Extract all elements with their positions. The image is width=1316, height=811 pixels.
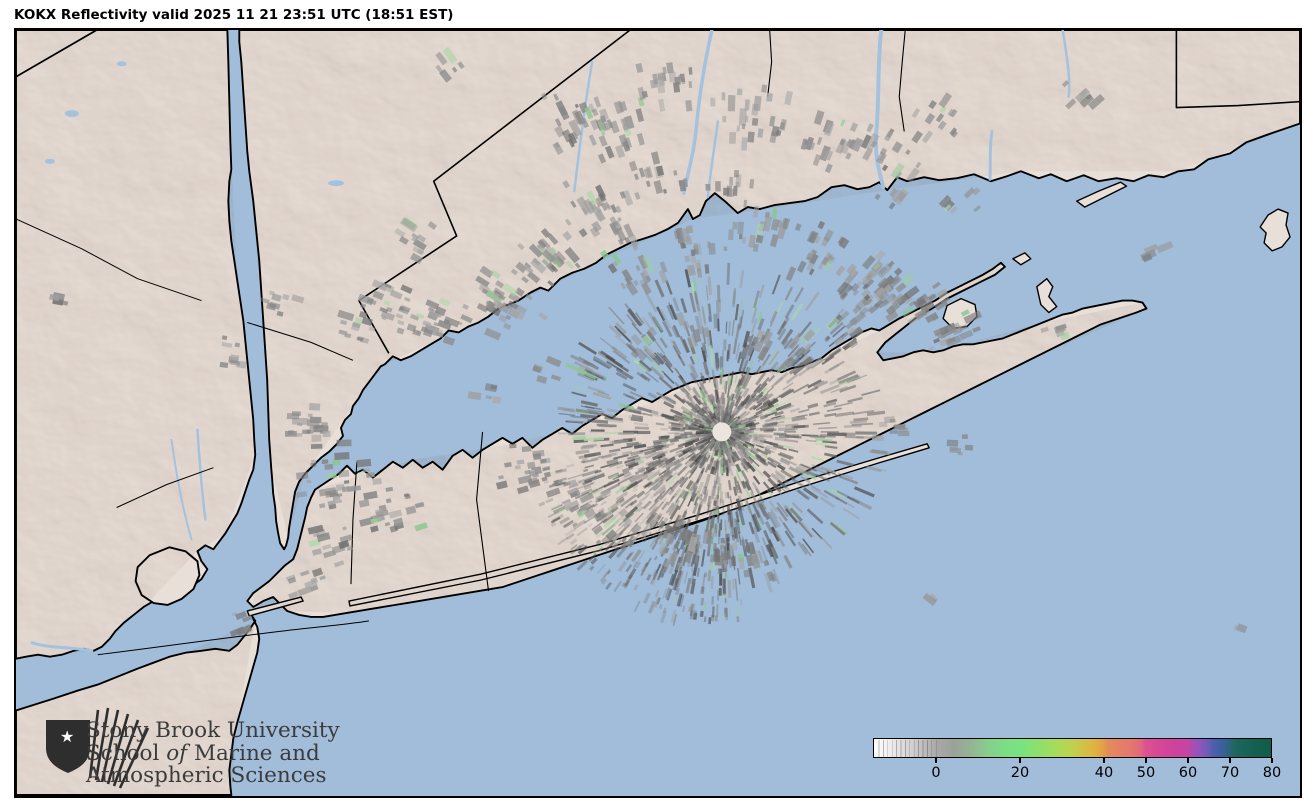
sbu-shield-icon: ★ xyxy=(46,707,150,789)
logo-line-1: Stony Brook University xyxy=(86,718,340,743)
svg-text:★: ★ xyxy=(60,727,74,746)
colorbar-tick-label: 70 xyxy=(1220,765,1240,781)
colorbar-tick-label: 50 xyxy=(1136,765,1156,781)
colorbar-tick xyxy=(1187,758,1189,763)
plum-island xyxy=(1012,252,1032,266)
colorbar-tick xyxy=(935,758,937,763)
colorbar-tick-label: 20 xyxy=(1010,765,1030,781)
sbu-logo: ★ Stony Brook University School of Marin… xyxy=(38,700,340,800)
lakes xyxy=(44,61,344,187)
colorbar-tick-label: 40 xyxy=(1094,765,1114,781)
rivers xyxy=(30,30,1071,653)
fishers-island xyxy=(1075,181,1128,208)
logo-line-2: School of Marine and xyxy=(86,740,320,766)
reflectivity-colorbar: 0 20 40 50 60 70 80 xyxy=(873,738,1281,798)
colorbar-tick xyxy=(1145,758,1147,763)
sbu-logo-text: Stony Brook University School of Marine … xyxy=(86,718,340,788)
block-island xyxy=(1259,208,1291,252)
logo-line-3: Atmospheric Sciences xyxy=(86,763,327,788)
gardiners-island xyxy=(1036,278,1058,314)
radar-map xyxy=(14,28,1302,798)
colorbar-step-lines xyxy=(875,740,937,758)
colorbar-tick xyxy=(1271,758,1273,763)
colorbar-tick-label: 80 xyxy=(1262,765,1282,781)
map-canvas xyxy=(16,30,1300,796)
colorbar-tick-label: 60 xyxy=(1178,765,1198,781)
colorbar-tick xyxy=(1103,758,1105,763)
colorbar-tick-label: 0 xyxy=(931,765,941,781)
colorbar-tick xyxy=(1229,758,1231,763)
colorbar-gradient xyxy=(873,738,1272,758)
colorbar-tick xyxy=(1019,758,1021,763)
radar-site-marker xyxy=(712,422,732,442)
state-county-borders xyxy=(16,30,1300,656)
figure-title: KOKX Reflectivity valid 2025 11 21 23:51… xyxy=(14,7,454,23)
